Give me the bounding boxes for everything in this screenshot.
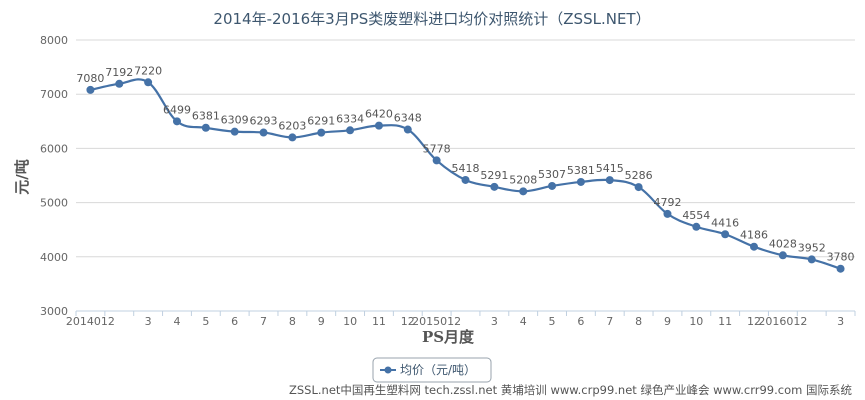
y-tick-label: 6000: [40, 142, 68, 155]
data-point[interactable]: [519, 187, 528, 196]
legend-marker-icon: [384, 366, 392, 374]
x-tick-label: 8: [635, 315, 642, 328]
data-label: 5381: [567, 164, 595, 177]
x-tick-label: 4: [173, 315, 180, 328]
data-point[interactable]: [317, 128, 326, 137]
data-label: 5418: [452, 162, 480, 175]
data-point[interactable]: [490, 182, 499, 191]
x-tick-label: 6: [577, 315, 584, 328]
legend-box: [372, 357, 492, 383]
data-label: 5778: [423, 142, 451, 155]
data-point[interactable]: [461, 175, 470, 184]
x-tick-label: 9: [664, 315, 671, 328]
data-point[interactable]: [230, 127, 239, 136]
x-tick-label: 7: [260, 315, 267, 328]
data-point[interactable]: [403, 125, 412, 134]
legend-label: 均价（元/吨）: [400, 363, 476, 377]
y-tick-label: 3000: [40, 305, 68, 318]
data-label: 4416: [711, 216, 739, 229]
x-tick-label: 3: [837, 315, 844, 328]
data-point[interactable]: [115, 79, 124, 88]
data-point[interactable]: [86, 85, 95, 94]
data-label: 6203: [278, 119, 306, 132]
data-label: 4554: [682, 209, 710, 222]
footer-credits: ZSSL.net中国再生塑料网 tech.zssl.net 黄埔培训 www.c…: [289, 383, 853, 397]
x-tick-label: 11: [718, 315, 732, 328]
data-label: 4186: [740, 229, 768, 242]
data-point[interactable]: [663, 209, 672, 218]
data-point[interactable]: [201, 123, 210, 132]
data-point[interactable]: [432, 156, 441, 165]
data-label: 5307: [538, 168, 566, 181]
data-label: 6309: [221, 114, 249, 127]
data-label: 3952: [798, 241, 826, 254]
x-tick-label: 3: [491, 315, 498, 328]
x-tick-label: 11: [372, 315, 386, 328]
y-tick-label: 4000: [40, 251, 68, 264]
y-axis-ticks: 3000 4000 5000 6000 7000 8000: [40, 34, 68, 318]
data-label: 5291: [480, 169, 508, 182]
x-tick-label: 5: [202, 315, 209, 328]
x-tick-label: 5: [549, 315, 556, 328]
x-tick-label: 2016012: [758, 315, 807, 328]
x-tick-label: 2015012: [412, 315, 461, 328]
data-point[interactable]: [172, 117, 181, 126]
data-label: 6334: [336, 112, 364, 125]
y-tick-label: 5000: [40, 197, 68, 210]
data-label: 6291: [307, 115, 335, 128]
data-label: 6420: [365, 108, 393, 121]
x-tick-label: 10: [343, 315, 357, 328]
data-point[interactable]: [807, 255, 816, 264]
data-points: [86, 78, 845, 273]
chart-title: 2014年-2016年3月PS类废塑料进口均价对照统计（ZSSL.NET）: [213, 10, 650, 28]
x-tick-label: 10: [689, 315, 703, 328]
data-label: 3780: [827, 251, 855, 264]
data-labels: 7080 7192 7220 6499 6381 6309 6293 6203 6291 6334…: [76, 64, 854, 263]
data-label: 5208: [509, 173, 537, 186]
data-label: 6293: [250, 115, 278, 128]
y-axis-title: 元/吨: [13, 159, 31, 194]
x-tick-label: 12: [747, 315, 761, 328]
y-tick-label: 8000: [40, 34, 68, 47]
data-label: 5415: [596, 162, 624, 175]
data-point[interactable]: [374, 121, 383, 130]
data-point[interactable]: [144, 78, 153, 87]
data-label: 6348: [394, 112, 422, 125]
data-label: 4028: [769, 237, 797, 250]
data-point[interactable]: [721, 230, 730, 239]
data-point[interactable]: [548, 181, 557, 190]
data-point[interactable]: [605, 176, 614, 185]
x-tick-label: 12: [401, 315, 415, 328]
data-label: 7192: [105, 66, 133, 79]
y-tick-label: 7000: [40, 88, 68, 101]
x-tick-label: 3: [145, 315, 152, 328]
data-label: 7080: [76, 72, 104, 85]
data-point[interactable]: [778, 251, 787, 260]
x-tick-label: 6: [231, 315, 238, 328]
data-label: 4792: [653, 196, 681, 209]
data-point[interactable]: [259, 128, 268, 137]
x-tick-label: 2014012: [66, 315, 115, 328]
data-point[interactable]: [576, 177, 585, 186]
legend[interactable]: 均价（元/吨）: [372, 357, 492, 383]
data-point[interactable]: [836, 264, 845, 273]
data-point[interactable]: [346, 126, 355, 135]
data-label: 6499: [163, 103, 191, 116]
gridlines: [76, 39, 855, 258]
data-point[interactable]: [288, 133, 297, 142]
data-point[interactable]: [750, 242, 759, 251]
data-point[interactable]: [634, 183, 643, 192]
data-point[interactable]: [692, 222, 701, 231]
data-label: 7220: [134, 64, 162, 77]
data-label: 6381: [192, 110, 220, 123]
x-tick-label: 9: [318, 315, 325, 328]
data-label: 5286: [625, 169, 653, 182]
x-axis-title: PS月度: [422, 328, 475, 346]
x-tick-label: 7: [606, 315, 613, 328]
x-tick-label: 4: [520, 315, 527, 328]
x-tick-label: 8: [289, 315, 296, 328]
